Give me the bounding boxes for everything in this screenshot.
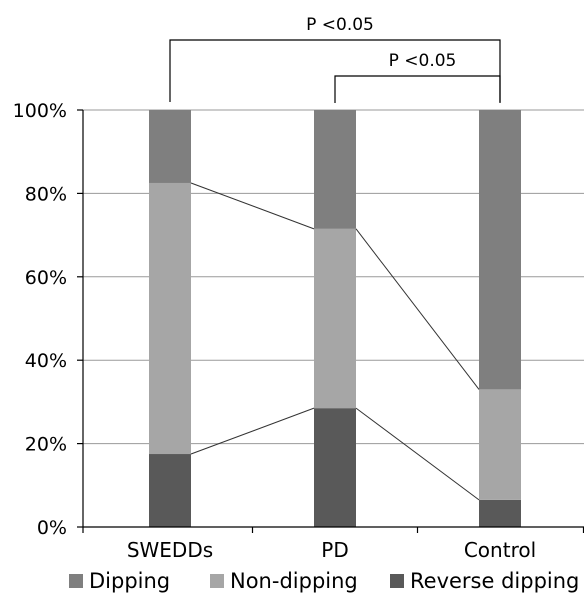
legend-label: Dipping <box>89 569 170 593</box>
x-tick-label: Control <box>464 538 536 562</box>
x-tick-label: PD <box>321 538 348 562</box>
legend: Dipping Non-dipping Reverse dipping <box>69 569 579 593</box>
legend-swatch <box>390 574 404 588</box>
bar-segment-non-dipping <box>149 182 191 455</box>
legend-label: Reverse dipping <box>410 569 579 593</box>
y-tick-label: 40% <box>25 350 67 372</box>
legend-label: Non-dipping <box>230 569 358 593</box>
significance-label: P <0.05 <box>389 51 457 71</box>
y-tick-label: 100% <box>13 100 67 122</box>
bar-segment-reverse-dipping <box>479 499 521 527</box>
x-tick-label: SWEDDs <box>127 538 213 562</box>
bar-segment-dipping <box>314 110 356 229</box>
bar-segment-reverse-dipping <box>314 408 356 527</box>
significance-label: P <0.05 <box>306 15 374 35</box>
connector-line <box>190 407 315 455</box>
bar-segment-reverse-dipping <box>149 454 191 527</box>
bars <box>149 110 521 527</box>
connector-line <box>355 407 480 501</box>
significance-brackets: P <0.05 P <0.05 <box>169 15 501 103</box>
legend-swatch <box>69 574 83 588</box>
connector-line <box>190 182 315 230</box>
connector-lines <box>190 182 480 501</box>
y-tick-label: 20% <box>25 434 67 456</box>
connector-line <box>355 228 480 390</box>
axes <box>77 109 584 533</box>
bar-segment-non-dipping <box>314 228 356 409</box>
y-tick-label: 60% <box>25 267 67 289</box>
significance-bracket <box>169 39 501 102</box>
y-tick-label: 0% <box>37 517 67 539</box>
x-tick-labels: SWEDDs PD Control <box>127 538 536 562</box>
significance-bracket <box>334 75 501 103</box>
legend-swatch <box>210 574 224 588</box>
bar-segment-dipping <box>149 110 191 183</box>
bar-segment-dipping <box>479 110 521 390</box>
bar-segment-non-dipping <box>479 389 521 500</box>
y-tick-labels: 0% 20% 40% 60% 80% 100% <box>13 100 67 539</box>
y-tick-label: 80% <box>25 183 67 205</box>
